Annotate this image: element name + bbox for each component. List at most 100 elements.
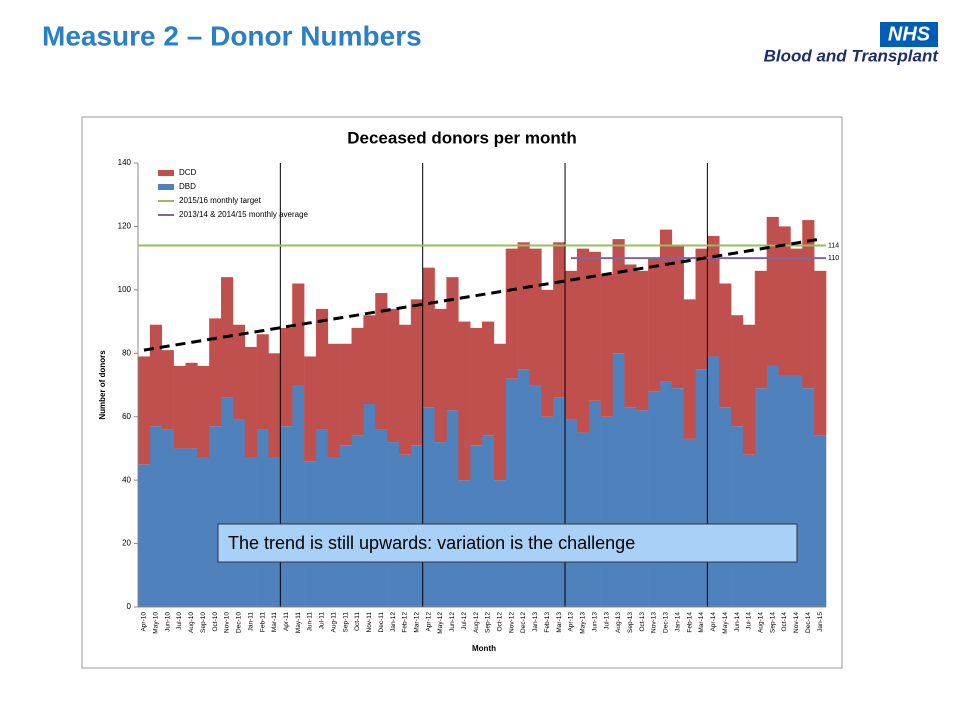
bar-segment bbox=[410, 299, 423, 446]
bar-segment bbox=[754, 388, 767, 607]
x-tick-label: Feb-14 bbox=[686, 612, 693, 633]
chart-title: Deceased donors per month bbox=[347, 128, 577, 147]
bar-segment bbox=[244, 346, 257, 458]
x-tick-label: Jan-14 bbox=[674, 612, 681, 632]
x-tick-label: Oct-12 bbox=[497, 612, 504, 632]
bar-segment bbox=[315, 429, 329, 607]
x-tick-label: Sep-11 bbox=[342, 612, 349, 633]
bar-segment bbox=[659, 229, 673, 382]
bar-segment bbox=[446, 410, 459, 607]
bar-segment bbox=[375, 429, 388, 607]
x-tick-label: Nov-12 bbox=[508, 612, 515, 633]
x-tick-label: Mar-14 bbox=[698, 612, 705, 633]
bar-segment bbox=[695, 248, 708, 370]
y-tick-label: 20 bbox=[122, 539, 131, 548]
x-tick-label: Jan-15 bbox=[817, 612, 824, 632]
bar-segment bbox=[648, 391, 661, 607]
bar-segment bbox=[802, 388, 815, 607]
legend-label: 2013/14 & 2014/15 monthly average bbox=[179, 210, 309, 219]
bar-segment bbox=[173, 365, 186, 449]
logo-badge: NHS bbox=[888, 23, 931, 45]
bar-segment bbox=[232, 324, 246, 420]
bar-segment bbox=[256, 429, 269, 607]
x-tick-label: Dec-11 bbox=[378, 612, 385, 633]
annotation: The trend is still upwards: variation is… bbox=[228, 533, 635, 553]
x-tick-label: Aug-13 bbox=[615, 612, 622, 633]
x-tick-label: Jun-10 bbox=[164, 612, 171, 632]
bar-segment bbox=[422, 267, 435, 408]
x-tick-label: Nov-13 bbox=[651, 612, 658, 633]
bar-segment bbox=[719, 407, 732, 607]
bar-segment bbox=[185, 362, 198, 449]
x-tick-label: Feb-11 bbox=[259, 612, 266, 632]
bar-segment bbox=[541, 289, 554, 417]
bar-segment bbox=[612, 353, 625, 607]
bar-segment bbox=[197, 365, 210, 458]
bar-segment bbox=[707, 356, 720, 607]
bar-segment bbox=[209, 426, 222, 607]
y-axis-label: Number of donors bbox=[98, 350, 107, 420]
x-tick-label: May-12 bbox=[437, 612, 444, 634]
x-tick-label: Dec-13 bbox=[663, 612, 670, 633]
bar-segment bbox=[659, 381, 673, 607]
bar-segment bbox=[505, 378, 518, 607]
x-tick-label: Jul-12 bbox=[461, 612, 468, 630]
slide-title: Measure 2 – Donor Numbers bbox=[42, 20, 422, 51]
x-tick-label: Oct-11 bbox=[354, 612, 361, 631]
x-tick-label: Aug-10 bbox=[188, 612, 195, 633]
y-tick-label: 80 bbox=[122, 348, 131, 357]
bar-segment bbox=[221, 397, 234, 607]
x-tick-label: Dec-10 bbox=[236, 612, 243, 633]
y-tick-label: 60 bbox=[122, 412, 131, 421]
bar-segment bbox=[161, 429, 174, 607]
bar-segment bbox=[327, 343, 340, 458]
bar-segment bbox=[292, 283, 305, 385]
bar-segment bbox=[648, 258, 661, 392]
bar-segment bbox=[719, 283, 732, 408]
bar-segment bbox=[292, 385, 305, 607]
bar-segment bbox=[695, 369, 708, 607]
bar-segment bbox=[304, 356, 317, 462]
x-tick-label: May-10 bbox=[153, 612, 160, 634]
bar-segment bbox=[636, 410, 649, 607]
bar-segment bbox=[280, 327, 293, 427]
logo-text: Blood and Transplant bbox=[764, 46, 940, 65]
bar-segment bbox=[790, 248, 803, 376]
x-tick-label: Dec-14 bbox=[805, 612, 812, 633]
bar-segment bbox=[814, 270, 827, 436]
x-tick-label: Jun-13 bbox=[591, 612, 598, 632]
x-tick-label: May-14 bbox=[722, 612, 729, 634]
bar-segment bbox=[517, 242, 530, 370]
bar-segment bbox=[185, 448, 198, 607]
annotation-box bbox=[217, 523, 798, 563]
x-tick-label: Feb-12 bbox=[402, 612, 409, 633]
x-tick-label: Mar-11 bbox=[271, 612, 278, 632]
bar-segment bbox=[814, 435, 827, 607]
bar-segment bbox=[553, 397, 566, 607]
bar-segment bbox=[434, 308, 447, 443]
bar-segment bbox=[754, 270, 767, 389]
y-tick-label: 120 bbox=[118, 222, 132, 231]
y-tick-label: 140 bbox=[118, 158, 132, 167]
bar-segment bbox=[458, 321, 471, 481]
x-tick-label: Feb-13 bbox=[544, 612, 551, 633]
x-tick-label: Jan-11 bbox=[247, 612, 254, 632]
bar-segment bbox=[576, 248, 590, 433]
bar-segment bbox=[446, 277, 459, 411]
x-tick-label: Aug-14 bbox=[757, 612, 764, 633]
x-tick-label: Jan-12 bbox=[390, 612, 397, 632]
bar-segment bbox=[541, 416, 554, 607]
legend-label: DCD bbox=[179, 168, 197, 177]
bar-segment bbox=[565, 419, 578, 607]
bar-segment bbox=[197, 457, 210, 607]
x-tick-label: Oct-14 bbox=[781, 612, 788, 632]
bar-segment bbox=[339, 343, 352, 446]
bar-segment bbox=[173, 448, 186, 607]
x-tick-label: Dec-12 bbox=[520, 612, 527, 633]
bar-segment bbox=[553, 242, 566, 398]
bar-segment bbox=[161, 350, 174, 430]
bar-segment bbox=[209, 318, 222, 427]
y-tick-label: 0 bbox=[127, 602, 132, 611]
x-tick-label: Sep-10 bbox=[200, 612, 207, 633]
